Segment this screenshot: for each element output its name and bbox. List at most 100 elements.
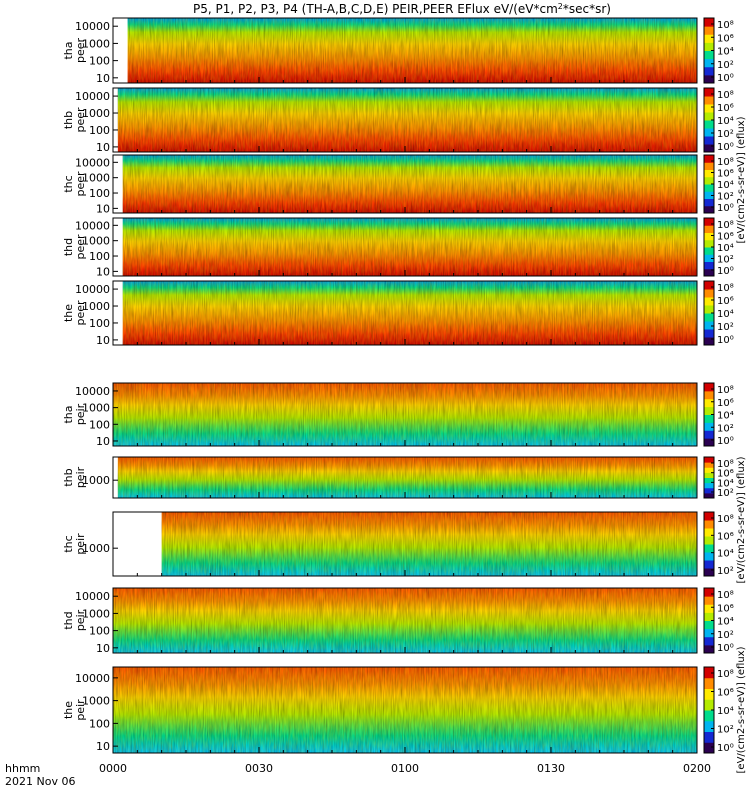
colorbar-segment: [704, 329, 714, 338]
panel-tha-peer: 10000 1000 100 10 tha peer 10⁸ 10⁶ 10⁴ 10² 10⁰: [62, 17, 734, 85]
colorbar-tick-label: 10⁶: [717, 398, 734, 409]
x-axis-label-top: hhmm: [5, 762, 40, 775]
y-tick-label: 10: [96, 435, 110, 448]
colorbar-segment: [704, 112, 714, 121]
x-tick-label: 0130: [537, 762, 565, 775]
colorbar-segment: [704, 390, 714, 400]
colorbar-tick-label: 10²: [717, 630, 734, 641]
colorbar-tick-label: 10²: [717, 129, 734, 140]
panel-label-line: peer: [74, 300, 87, 326]
figure-title: P5, P1, P2, P3, P4 (TH-A,B,C,D,E) PEIR,P…: [193, 2, 611, 16]
panel-thb-peer: 10000 1000 100 10 thb peer 10⁸ 10⁶ 10⁴ 10² 10⁰: [62, 87, 734, 154]
spectrogram-texture-warm: [122, 155, 697, 213]
x-tick-label: 0100: [391, 762, 419, 775]
colorbar-segment: [704, 289, 714, 298]
colorbar-segment: [704, 26, 714, 35]
y-tick-label: 1000: [82, 542, 110, 555]
colorbar-segment: [704, 281, 714, 290]
colorbar-segment: [704, 184, 714, 192]
colorbar-tick-label: 10²: [717, 192, 734, 203]
colorbar-segment: [704, 34, 714, 43]
panel-label-line: thb: [62, 468, 75, 486]
panel-label-line: peer: [74, 234, 87, 260]
panel-label-line: thd: [62, 611, 75, 629]
y-tick-label: 100: [89, 317, 110, 330]
colorbar-tick-label: 10⁸: [717, 459, 734, 470]
colorbar-segment: [704, 438, 714, 447]
colorbar-segment: [704, 176, 714, 185]
colorbar-tick-label: 10⁰: [717, 266, 734, 277]
y-tick-label: 10: [96, 740, 110, 753]
colorbar-tick-label: 10⁶: [717, 232, 734, 243]
y-tick-label: 100: [89, 418, 110, 431]
y-tick-label: 10000: [75, 385, 110, 398]
panel-label-line: peir: [74, 533, 87, 555]
colorbar-tick-label: 10⁰: [717, 643, 734, 654]
colorbar-tick-label: 10⁸: [717, 283, 734, 294]
colorbar-frame: [703, 511, 715, 577]
colorbar-tick-label: 10²: [717, 725, 734, 736]
colorbar-tick-label: 10⁴: [717, 706, 734, 717]
colorbar-segment: [704, 218, 714, 226]
colorbar-tick-label: 10²: [717, 488, 734, 499]
y-tick-label: 100: [89, 124, 110, 137]
spectrogram-texture-warm: [113, 667, 697, 753]
colorbar-tick-label: 10⁸: [717, 514, 734, 525]
panel-label-line: peer: [74, 38, 87, 64]
y-tick-label: 1000: [82, 172, 110, 185]
colorbar-unit-label: [eV/(cm2-s-sr-eV)] (eflux): [736, 646, 747, 773]
colorbar-segment: [704, 688, 714, 700]
panel-thc-peir: 1000 thc peir 10⁸ 10⁶ 10⁴ 10²: [62, 511, 734, 577]
colorbar-tick-label: 10⁶: [717, 531, 734, 542]
colorbar-segment: [704, 136, 714, 145]
panel-label-line: peir: [74, 466, 87, 488]
colorbar-tick-label: 10⁰: [717, 335, 734, 346]
colorbar-tick-label: 10⁴: [717, 478, 734, 489]
colorbar-tick-label: 10⁴: [717, 243, 734, 254]
colorbar-segment: [704, 313, 714, 322]
colorbar-tick-label: 10⁶: [717, 469, 734, 480]
colorbar-segment: [704, 467, 714, 473]
colorbar-tick-label: 10⁴: [717, 309, 734, 320]
colorbar-segment: [704, 305, 714, 314]
spectrogram-texture-warm: [117, 88, 697, 152]
colorbar-segment: [704, 74, 714, 84]
colorbar-tick-label: 10⁴: [717, 549, 734, 560]
colorbar-segment: [704, 239, 714, 248]
colorbar-segment: [704, 596, 714, 605]
y-tick-label: 10000: [75, 672, 110, 685]
colorbar-segment: [704, 612, 714, 621]
panel-label-line: peer: [74, 171, 87, 197]
colorbar-segment: [704, 462, 714, 468]
colorbar-tick-label: 10⁶: [717, 296, 734, 307]
colorbar-segment: [704, 268, 714, 277]
colorbar-segment: [704, 406, 714, 415]
colorbar-segment: [704, 604, 714, 613]
colorbar-segment: [704, 247, 714, 255]
colorbar-segment: [704, 261, 714, 270]
colorbar-segment: [704, 620, 714, 630]
colorbar-tick-label: 10⁴: [717, 116, 734, 127]
x-tick-label: 0030: [245, 762, 273, 775]
colorbar-segment: [704, 169, 714, 178]
colorbar-frame: [703, 456, 715, 499]
y-tick-label: 100: [89, 717, 110, 730]
spectrogram-texture-warm: [122, 218, 697, 276]
colorbar-segment: [704, 337, 714, 346]
y-tick-label: 100: [89, 187, 110, 200]
spectrogram-texture-warm: [122, 281, 697, 345]
y-tick-label: 100: [89, 55, 110, 68]
colorbar-segment: [704, 667, 714, 679]
spectrogram-texture-warm: [117, 457, 697, 498]
colorbar-segment: [704, 710, 714, 722]
colorbar-segment: [704, 398, 714, 408]
colorbar-segment: [704, 720, 714, 732]
